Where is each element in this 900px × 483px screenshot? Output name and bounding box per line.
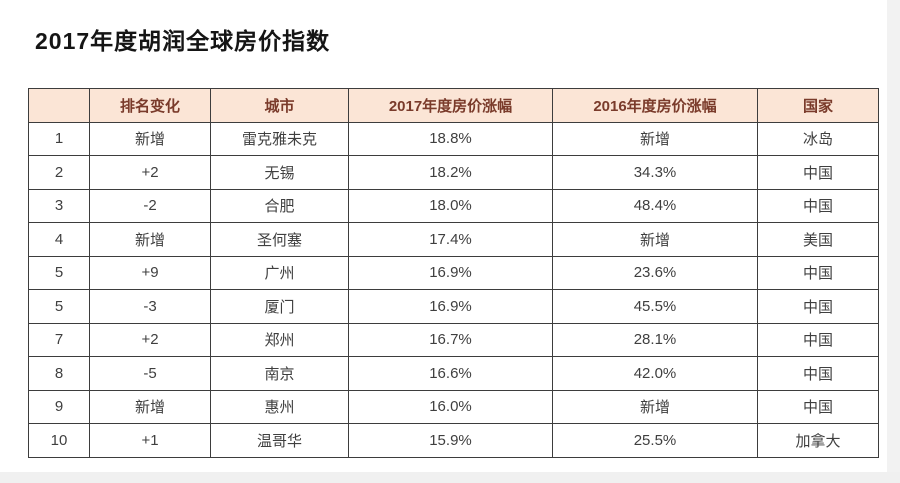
cell-country: 中国 xyxy=(757,188,879,223)
table-row: 3 -2 合肥 18.0% 48.4% 中国 xyxy=(28,188,879,223)
table-header-row: 排名变化 城市 2017年度房价涨幅 2016年度房价涨幅 国家 xyxy=(28,88,879,123)
cell-rank-change: +1 xyxy=(89,423,211,458)
cell-growth-2016: 新增 xyxy=(552,121,758,156)
cell-growth-2017: 15.9% xyxy=(348,423,553,458)
table-row: 5 +9 广州 16.9% 23.6% 中国 xyxy=(28,255,879,290)
cell-country: 中国 xyxy=(757,322,879,357)
column-header-country: 国家 xyxy=(757,88,879,123)
cell-growth-2017: 17.4% xyxy=(348,222,553,257)
table-row: 8 -5 南京 16.6% 42.0% 中国 xyxy=(28,356,879,391)
cell-rank: 7 xyxy=(28,322,90,357)
cell-country: 中国 xyxy=(757,356,879,391)
cell-city: 广州 xyxy=(210,255,349,290)
cell-city: 合肥 xyxy=(210,188,349,223)
cell-rank-change: 新增 xyxy=(89,222,211,257)
cell-rank-change: 新增 xyxy=(89,389,211,424)
cell-rank: 1 xyxy=(28,121,90,156)
cell-growth-2016: 25.5% xyxy=(552,423,758,458)
cell-growth-2016: 28.1% xyxy=(552,322,758,357)
house-price-index-table: 排名变化 城市 2017年度房价涨幅 2016年度房价涨幅 国家 1 新增 雷克雅未克 18.… xyxy=(28,88,879,458)
cell-growth-2017: 16.7% xyxy=(348,322,553,357)
cell-rank-change: -5 xyxy=(89,356,211,391)
cell-growth-2017: 16.9% xyxy=(348,289,553,324)
table-row: 5 -3 厦门 16.9% 45.5% 中国 xyxy=(28,289,879,324)
cell-rank-change: +2 xyxy=(89,322,211,357)
table-row: 7 +2 郑州 16.7% 28.1% 中国 xyxy=(28,322,879,357)
cell-rank: 9 xyxy=(28,389,90,424)
cell-city: 圣何塞 xyxy=(210,222,349,257)
cell-city: 惠州 xyxy=(210,389,349,424)
column-header-city: 城市 xyxy=(210,88,349,123)
cell-growth-2016: 42.0% xyxy=(552,356,758,391)
cell-country: 中国 xyxy=(757,155,879,190)
cell-growth-2016: 34.3% xyxy=(552,155,758,190)
table-row: 10 +1 温哥华 15.9% 25.5% 加拿大 xyxy=(28,423,879,458)
cell-city: 郑州 xyxy=(210,322,349,357)
cell-city: 无锡 xyxy=(210,155,349,190)
cell-city: 雷克雅未克 xyxy=(210,121,349,156)
column-header-rank-change: 排名变化 xyxy=(89,88,211,123)
page-title: 2017年度胡润全球房价指数 xyxy=(35,28,331,54)
cell-country: 中国 xyxy=(757,289,879,324)
cell-growth-2017: 16.9% xyxy=(348,255,553,290)
cell-growth-2016: 48.4% xyxy=(552,188,758,223)
cell-city: 厦门 xyxy=(210,289,349,324)
cell-growth-2016: 新增 xyxy=(552,389,758,424)
cell-rank-change: -3 xyxy=(89,289,211,324)
cell-city: 温哥华 xyxy=(210,423,349,458)
cell-growth-2017: 18.2% xyxy=(348,155,553,190)
cell-rank: 3 xyxy=(28,188,90,223)
cell-growth-2017: 16.6% xyxy=(348,356,553,391)
column-header-growth-2016: 2016年度房价涨幅 xyxy=(552,88,758,123)
cell-rank: 4 xyxy=(28,222,90,257)
cell-city: 南京 xyxy=(210,356,349,391)
table-body: 1 新增 雷克雅未克 18.8% 新增 冰岛 2 +2 无锡 18.2% 34.3% 中国 3 -2 合肥 1… xyxy=(28,121,879,458)
cell-rank: 2 xyxy=(28,155,90,190)
cell-rank-change: +9 xyxy=(89,255,211,290)
cell-country: 中国 xyxy=(757,255,879,290)
cell-rank: 5 xyxy=(28,255,90,290)
table-row: 1 新增 雷克雅未克 18.8% 新增 冰岛 xyxy=(28,121,879,156)
cell-rank: 8 xyxy=(28,356,90,391)
table-row: 9 新增 惠州 16.0% 新增 中国 xyxy=(28,389,879,424)
cell-growth-2017: 16.0% xyxy=(348,389,553,424)
cell-country: 美国 xyxy=(757,222,879,257)
page-edge-bottom xyxy=(0,472,900,483)
cell-growth-2016: 新增 xyxy=(552,222,758,257)
cell-rank: 10 xyxy=(28,423,90,458)
cell-rank-change: +2 xyxy=(89,155,211,190)
cell-growth-2016: 23.6% xyxy=(552,255,758,290)
cell-growth-2017: 18.0% xyxy=(348,188,553,223)
cell-growth-2017: 18.8% xyxy=(348,121,553,156)
table-row: 2 +2 无锡 18.2% 34.3% 中国 xyxy=(28,155,879,190)
column-header-growth-2017: 2017年度房价涨幅 xyxy=(348,88,553,123)
cell-rank: 5 xyxy=(28,289,90,324)
page-edge-right xyxy=(887,0,900,483)
cell-rank-change: 新增 xyxy=(89,121,211,156)
column-header-rank xyxy=(28,88,90,123)
cell-country: 加拿大 xyxy=(757,423,879,458)
table-row: 4 新增 圣何塞 17.4% 新增 美国 xyxy=(28,222,879,257)
cell-rank-change: -2 xyxy=(89,188,211,223)
cell-country: 中国 xyxy=(757,389,879,424)
cell-country: 冰岛 xyxy=(757,121,879,156)
cell-growth-2016: 45.5% xyxy=(552,289,758,324)
